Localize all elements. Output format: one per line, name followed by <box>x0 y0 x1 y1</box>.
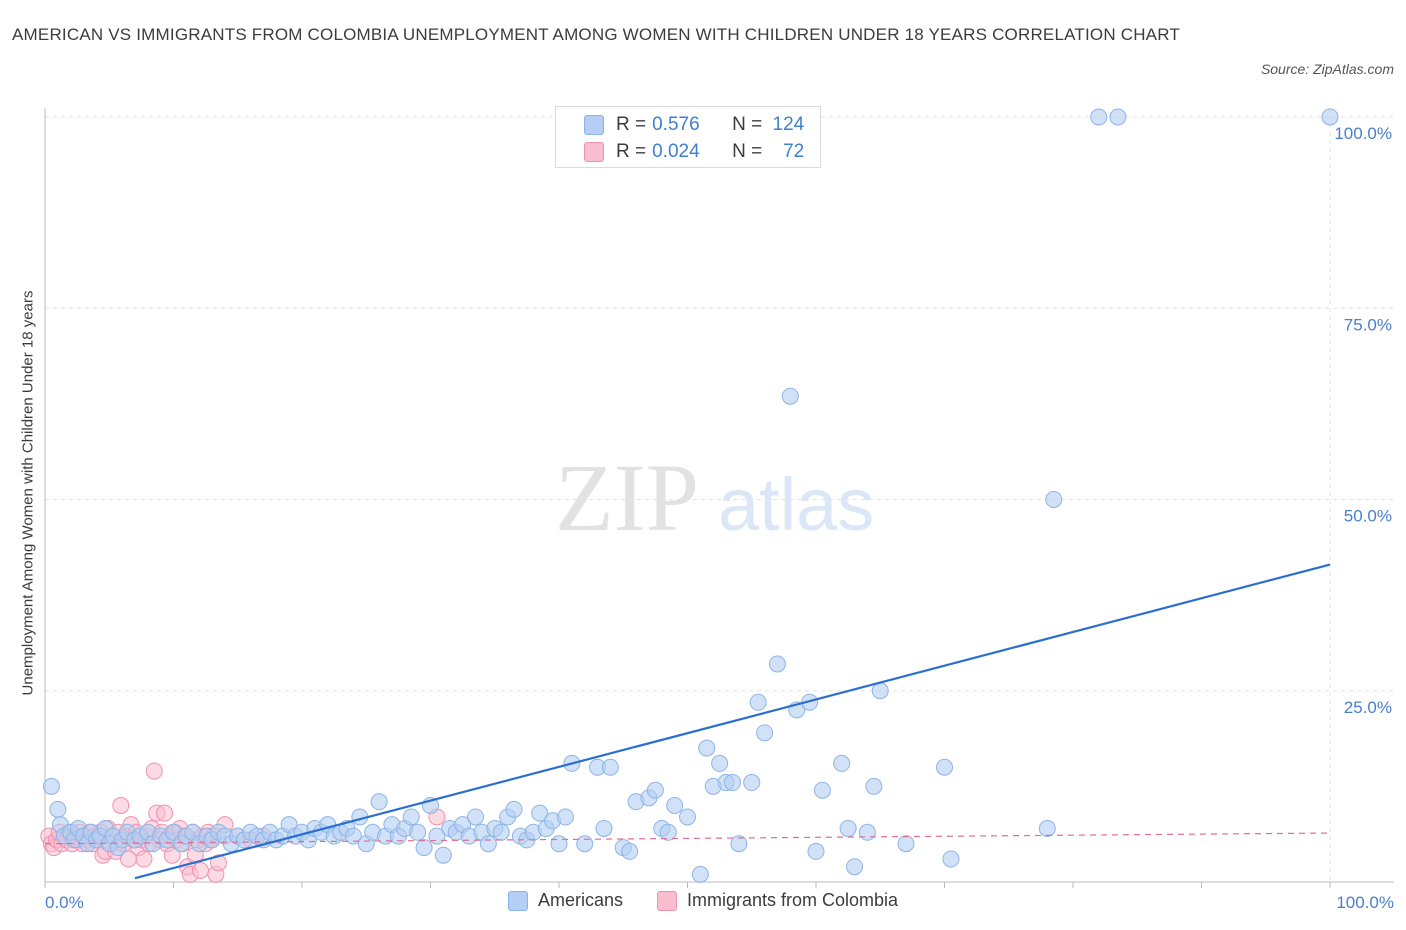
point-americans <box>698 739 716 757</box>
y-tick-labels: 25.0% 50.0% 75.0% 100.0% <box>1334 124 1392 717</box>
point-americans <box>556 808 574 826</box>
point-americans <box>531 804 549 822</box>
point-americans <box>409 823 427 841</box>
point-americans <box>601 758 619 776</box>
point-colombia <box>191 862 209 880</box>
point-colombia <box>135 850 153 868</box>
point-americans <box>479 835 497 853</box>
point-americans <box>1045 491 1063 508</box>
trend-line-americans <box>134 563 1331 880</box>
point-colombia <box>209 854 227 872</box>
point-americans <box>897 835 915 853</box>
point-colombia <box>112 797 130 814</box>
x-tick-labels: 0.0% 100.0% <box>45 893 1394 912</box>
point-americans <box>807 842 825 860</box>
point-americans <box>813 781 831 799</box>
point-americans <box>415 839 433 857</box>
point-americans <box>659 823 677 841</box>
legend-r-label: R = <box>616 114 647 135</box>
point-americans <box>492 823 510 841</box>
legend-item-colombia[interactable]: Immigrants from Colombia <box>656 890 899 911</box>
point-americans <box>576 835 594 853</box>
point-americans <box>756 724 774 742</box>
point-americans <box>42 777 60 795</box>
legend-label-colombia: Immigrants from Colombia <box>686 890 899 910</box>
point-americans <box>768 655 786 673</box>
point-americans <box>743 774 761 792</box>
watermark: ZIP atlas <box>555 444 874 551</box>
point-americans <box>646 781 664 799</box>
point-americans <box>466 808 484 826</box>
axes <box>44 108 1394 888</box>
legend-r-label: R = <box>616 141 647 162</box>
y-tick-label: 75.0% <box>1344 315 1392 334</box>
point-colombia <box>163 846 181 864</box>
legend-n-label: N = <box>732 141 763 162</box>
point-americans <box>691 865 709 883</box>
point-americans <box>711 754 729 772</box>
point-americans <box>595 819 613 837</box>
point-americans <box>1090 108 1108 126</box>
point-americans <box>833 754 851 772</box>
point-colombia <box>145 762 163 780</box>
point-americans <box>1109 108 1127 126</box>
x-tick-label: 100.0% <box>1336 893 1394 912</box>
legend-swatch-colombia <box>584 142 604 162</box>
point-americans <box>865 777 883 795</box>
point-americans <box>505 800 523 818</box>
trend-line-colombia <box>44 832 1331 845</box>
watermark-atlas: atlas <box>718 463 874 546</box>
point-americans <box>858 823 876 841</box>
points-americans <box>42 108 1339 883</box>
point-americans <box>344 827 362 845</box>
legend-r-value: 0.024 <box>652 141 700 162</box>
point-americans <box>1038 819 1056 837</box>
legend-label-americans: Americans <box>537 890 623 910</box>
point-americans <box>781 387 799 405</box>
point-americans <box>550 835 568 853</box>
legend-r-value: 0.576 <box>652 114 700 135</box>
legend-n-label: N = <box>732 114 763 135</box>
point-americans <box>936 758 953 776</box>
point-americans <box>679 808 696 826</box>
legend-row-colombia: R = 0.024 N = 72 <box>584 139 804 165</box>
legend-n-value: 124 <box>772 114 805 135</box>
point-americans <box>621 842 639 860</box>
watermark-zip: ZIP <box>555 444 699 551</box>
point-americans <box>370 793 388 811</box>
series-legend: Americans Immigrants from Colombia <box>0 890 1406 911</box>
point-colombia <box>156 804 174 822</box>
source-label: Source: ZipAtlas.com <box>1260 61 1394 77</box>
legend-n-value: 72 <box>783 141 805 162</box>
point-americans <box>402 808 420 826</box>
point-americans <box>730 835 748 853</box>
point-americans <box>839 819 857 837</box>
point-americans <box>1321 108 1339 126</box>
y-tick-label: 25.0% <box>1344 698 1392 717</box>
point-americans <box>723 774 741 792</box>
stats-legend: R = 0.576 N = 124 R = 0.024 N = 72 <box>555 106 821 168</box>
point-americans <box>434 846 452 864</box>
legend-swatch-americans <box>507 890 528 911</box>
legend-item-americans[interactable]: Americans <box>507 890 623 911</box>
trend-lines <box>44 563 1331 880</box>
point-americans <box>49 800 67 818</box>
legend-swatch-americans <box>584 115 604 135</box>
point-americans <box>666 797 684 814</box>
legend-row-americans: R = 0.576 N = 124 <box>584 112 804 138</box>
x-tick-label: 0.0% <box>45 893 84 912</box>
point-americans <box>749 693 767 711</box>
y-tick-label: 50.0% <box>1344 507 1392 526</box>
point-americans <box>846 858 864 876</box>
point-americans <box>942 850 960 868</box>
y-tick-label: 100.0% <box>1334 124 1392 143</box>
chart-title: AMERICAN VS IMMIGRANTS FROM COLOMBIA UNE… <box>12 25 1180 44</box>
legend-swatch-colombia <box>656 890 677 911</box>
